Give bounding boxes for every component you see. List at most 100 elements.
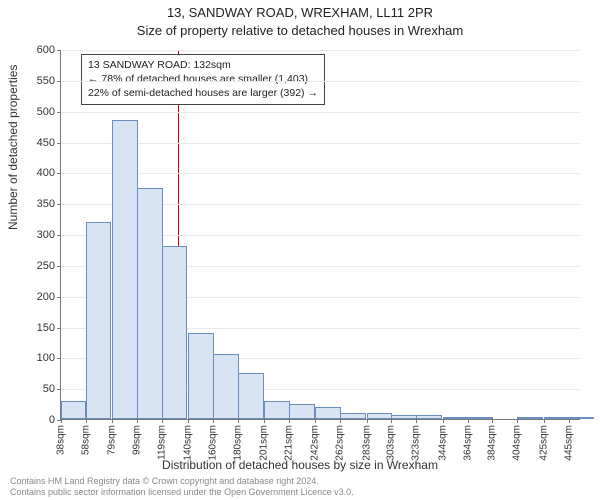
y-tick-mark	[57, 389, 61, 390]
y-tick-label: 300	[37, 229, 55, 241]
y-tick-label: 400	[37, 167, 55, 179]
x-tick-mark	[492, 419, 493, 423]
x-tick-mark	[188, 419, 189, 423]
x-tick-label: 425sqm	[538, 425, 549, 461]
y-tick-label: 100	[37, 352, 55, 364]
x-tick-label: 140sqm	[183, 425, 194, 461]
y-tick-mark	[57, 143, 61, 144]
histogram-bar	[443, 417, 468, 419]
x-tick-mark	[137, 419, 138, 423]
histogram-bar	[86, 222, 111, 419]
histogram-bar	[137, 188, 162, 419]
y-tick-mark	[57, 358, 61, 359]
histogram-bar	[569, 417, 594, 419]
y-tick-label: 150	[37, 322, 55, 334]
x-tick-label: 221sqm	[284, 425, 295, 461]
histogram-bar	[188, 333, 213, 419]
x-tick-label: 58sqm	[80, 425, 91, 455]
annotation-line-2: ← 78% of detached houses are smaller (1,…	[88, 72, 318, 86]
x-tick-mark	[162, 419, 163, 423]
histogram-bar	[340, 413, 365, 419]
x-tick-label: 303sqm	[386, 425, 397, 461]
histogram-bar	[468, 417, 493, 419]
x-tick-mark	[315, 419, 316, 423]
histogram-bar	[238, 373, 263, 419]
histogram-bar	[112, 120, 137, 419]
y-tick-mark	[57, 81, 61, 82]
y-tick-label: 50	[43, 383, 55, 395]
x-tick-label: 344sqm	[437, 425, 448, 461]
y-tick-label: 200	[37, 291, 55, 303]
y-gridline	[61, 112, 580, 113]
histogram-bar	[61, 401, 86, 420]
histogram-bar	[162, 246, 187, 419]
y-tick-label: 450	[37, 137, 55, 149]
x-tick-mark	[416, 419, 417, 423]
histogram-bar	[315, 407, 340, 419]
y-tick-label: 600	[37, 44, 55, 56]
x-tick-mark	[443, 419, 444, 423]
x-tick-mark	[238, 419, 239, 423]
histogram-bar	[367, 413, 392, 419]
footnote: Contains HM Land Registry data © Crown c…	[10, 476, 590, 499]
x-tick-mark	[86, 419, 87, 423]
x-tick-label: 242sqm	[310, 425, 321, 461]
histogram-bar	[544, 417, 569, 419]
histogram-bar	[391, 415, 416, 419]
x-tick-label: 201sqm	[259, 425, 270, 461]
y-tick-mark	[57, 328, 61, 329]
x-tick-mark	[569, 419, 570, 423]
x-tick-label: 160sqm	[208, 425, 219, 461]
x-tick-mark	[213, 419, 214, 423]
x-axis-label: Distribution of detached houses by size …	[0, 458, 600, 472]
page-title-line1: 13, SANDWAY ROAD, WREXHAM, LL11 2PR	[0, 5, 600, 20]
y-tick-label: 500	[37, 106, 55, 118]
x-tick-mark	[367, 419, 368, 423]
histogram-bar	[264, 401, 289, 420]
x-tick-label: 384sqm	[487, 425, 498, 461]
y-tick-mark	[57, 297, 61, 298]
x-tick-mark	[517, 419, 518, 423]
footnote-line-2: Contains public sector information licen…	[10, 487, 590, 498]
histogram-bar	[213, 354, 238, 419]
x-tick-label: 119sqm	[157, 425, 168, 460]
histogram-bar	[289, 404, 314, 419]
x-tick-mark	[61, 419, 62, 423]
x-tick-mark	[264, 419, 265, 423]
x-tick-mark	[391, 419, 392, 423]
x-tick-label: 180sqm	[233, 425, 244, 461]
y-gridline	[61, 143, 580, 144]
y-tick-label: 350	[37, 198, 55, 210]
y-tick-label: 0	[49, 414, 55, 426]
x-tick-mark	[544, 419, 545, 423]
y-tick-label: 550	[37, 75, 55, 87]
annotation-line-1: 13 SANDWAY ROAD: 132sqm	[88, 58, 318, 72]
x-tick-label: 323sqm	[411, 425, 422, 461]
x-tick-mark	[468, 419, 469, 423]
histogram-bar	[416, 415, 441, 419]
x-tick-label: 445sqm	[563, 425, 574, 461]
y-gridline	[61, 50, 580, 51]
y-tick-mark	[57, 204, 61, 205]
x-tick-label: 364sqm	[462, 425, 473, 461]
footnote-line-1: Contains HM Land Registry data © Crown c…	[10, 476, 590, 487]
y-tick-mark	[57, 173, 61, 174]
y-gridline	[61, 173, 580, 174]
y-tick-mark	[57, 266, 61, 267]
y-tick-mark	[57, 235, 61, 236]
y-gridline	[61, 81, 580, 82]
x-tick-label: 38sqm	[56, 425, 67, 455]
x-tick-label: 262sqm	[335, 425, 346, 461]
x-tick-label: 79sqm	[107, 425, 118, 455]
histogram-bar	[517, 417, 542, 419]
x-tick-label: 283sqm	[361, 425, 372, 461]
x-tick-label: 99sqm	[132, 425, 143, 455]
annotation-box: 13 SANDWAY ROAD: 132sqm ← 78% of detache…	[81, 54, 325, 105]
y-tick-label: 250	[37, 260, 55, 272]
y-tick-mark	[57, 112, 61, 113]
page-title-line2: Size of property relative to detached ho…	[0, 23, 600, 38]
x-tick-mark	[112, 419, 113, 423]
histogram-plot: 13 SANDWAY ROAD: 132sqm ← 78% of detache…	[60, 50, 580, 420]
x-tick-mark	[289, 419, 290, 423]
x-tick-label: 404sqm	[512, 425, 523, 461]
